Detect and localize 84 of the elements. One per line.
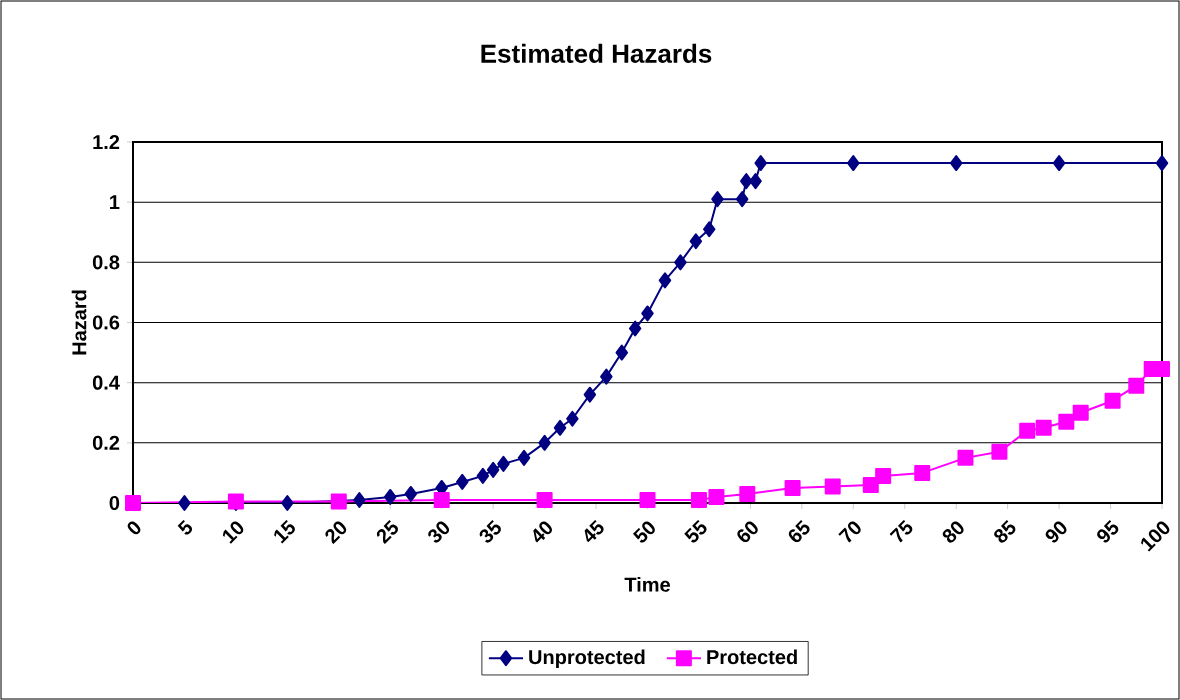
x-tick-label: 15 bbox=[274, 519, 295, 544]
x-tick-label: 35 bbox=[479, 520, 501, 543]
point bbox=[330, 493, 347, 510]
x-tick-label: 0 bbox=[127, 521, 141, 535]
point bbox=[991, 443, 1008, 460]
point bbox=[847, 155, 860, 172]
point bbox=[824, 478, 841, 495]
point bbox=[517, 449, 531, 466]
legend-label: Protected bbox=[707, 649, 797, 665]
point bbox=[553, 419, 567, 436]
point bbox=[674, 254, 687, 271]
point bbox=[628, 320, 642, 337]
y-axis-title: Hazard bbox=[71, 290, 87, 355]
point bbox=[875, 467, 892, 484]
point bbox=[1128, 377, 1145, 394]
point bbox=[615, 344, 629, 361]
point bbox=[1052, 155, 1066, 172]
x-tick-label: 90 bbox=[1045, 521, 1067, 543]
y-tick-label: 0.4 bbox=[92, 375, 120, 390]
x-tick-label: 85 bbox=[994, 520, 1016, 543]
point bbox=[949, 155, 963, 172]
y-tick-label: 0.6 bbox=[92, 315, 120, 330]
point bbox=[784, 479, 801, 496]
point bbox=[689, 233, 703, 250]
x-tick-label: 100 bbox=[1141, 521, 1170, 552]
point bbox=[384, 488, 397, 505]
point bbox=[690, 491, 707, 508]
y-tick-label: 0.8 bbox=[92, 255, 120, 270]
point bbox=[404, 485, 418, 502]
x-tick-label: 5 bbox=[177, 519, 193, 535]
x-tick-label: 65 bbox=[788, 520, 810, 543]
point bbox=[281, 494, 294, 511]
point bbox=[1104, 392, 1121, 409]
x-tick-label: 50 bbox=[632, 521, 655, 543]
point bbox=[641, 305, 654, 322]
point bbox=[536, 491, 553, 508]
y-tick-label: 1.2 bbox=[93, 135, 120, 149]
point bbox=[754, 155, 767, 172]
point bbox=[476, 467, 490, 484]
x-tick-label: 40 bbox=[533, 521, 552, 543]
legend-label: Unprotected bbox=[529, 649, 645, 669]
x-axis-title: Time bbox=[624, 577, 670, 592]
y-tick-label: 0 bbox=[109, 495, 120, 511]
point bbox=[862, 476, 879, 493]
point bbox=[456, 473, 469, 490]
point bbox=[702, 221, 716, 238]
point bbox=[1019, 422, 1036, 439]
y-tick-label: 1 bbox=[110, 195, 120, 210]
point bbox=[600, 368, 613, 385]
x-tick-label: 60 bbox=[737, 521, 758, 543]
point bbox=[658, 272, 672, 289]
point bbox=[708, 488, 725, 505]
point bbox=[566, 410, 579, 427]
x-tick-label: 10 bbox=[222, 521, 244, 544]
point bbox=[353, 491, 366, 508]
point bbox=[739, 485, 756, 502]
x-tick-label: 45 bbox=[584, 519, 604, 543]
x-tick-label: 20 bbox=[325, 521, 347, 545]
chart-title: Estimated Hazards bbox=[481, 43, 712, 63]
x-tick-label: 75 bbox=[889, 519, 913, 543]
x-tick-label: 95 bbox=[1097, 520, 1119, 543]
x-tick-label: 70 bbox=[838, 521, 861, 543]
point bbox=[957, 449, 974, 466]
point bbox=[486, 461, 500, 478]
x-tick-label: 80 bbox=[942, 521, 964, 543]
point bbox=[497, 455, 510, 472]
y-tick-label: 0.2 bbox=[92, 435, 120, 450]
point bbox=[583, 386, 597, 403]
point bbox=[735, 191, 749, 208]
point bbox=[178, 494, 191, 511]
x-tick-label: 55 bbox=[684, 519, 707, 543]
point bbox=[711, 191, 724, 208]
point bbox=[538, 434, 551, 451]
x-tick-label: 30 bbox=[428, 521, 450, 543]
point bbox=[740, 173, 753, 190]
point bbox=[639, 491, 656, 508]
point bbox=[1155, 155, 1169, 172]
point bbox=[1035, 419, 1052, 436]
point bbox=[1058, 413, 1075, 430]
point bbox=[914, 464, 931, 481]
x-tick-label: 25 bbox=[376, 520, 398, 545]
point bbox=[749, 173, 762, 190]
point bbox=[433, 491, 450, 508]
point bbox=[1072, 404, 1089, 421]
